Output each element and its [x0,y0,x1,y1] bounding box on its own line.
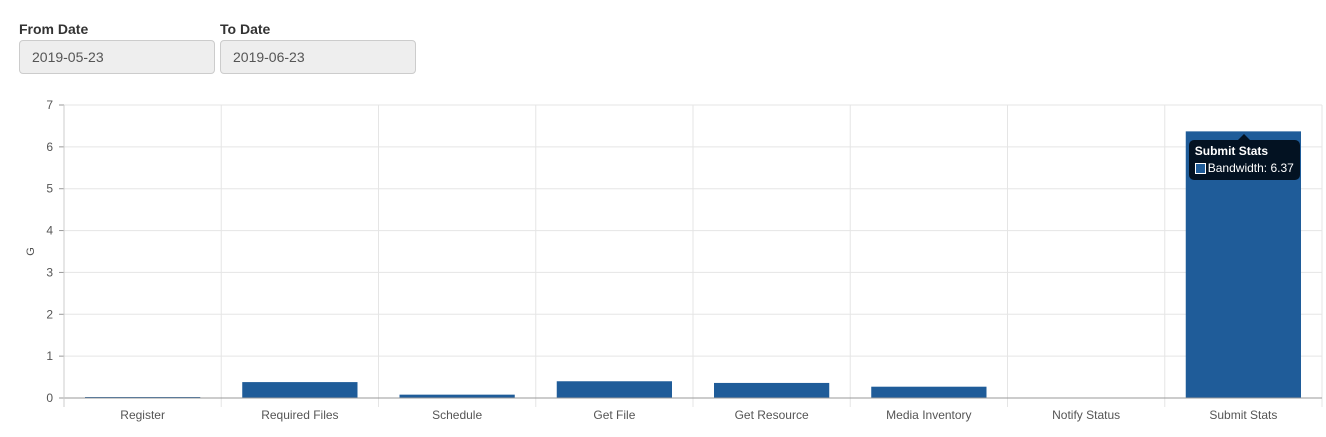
to-date-label: To Date [220,21,271,37]
from-date-field: From Date 2019-05-23 [19,21,215,74]
y-tick-label: 2 [46,307,53,321]
chart-canvas: 0 1 2 3 4 5 6 7 Register Required Files Schedule Ge… [25,98,1323,422]
tooltip-value: Bandwidth: 6.37 [1207,161,1294,176]
y-tick-label: 1 [46,349,53,363]
y-tick-label: 6 [46,140,53,154]
y-tick-label: 4 [46,224,53,238]
to-date-input[interactable]: 2019-06-23 [220,40,416,74]
date-filters: From Date 2019-05-23 To Date 2019-06-23 [19,21,416,74]
bar-media-inventory [871,386,987,398]
x-tick-label: Submit Stats [1209,408,1277,422]
tooltip-row: Bandwidth: 6.37 [1194,161,1294,176]
x-tick-label: Register [120,408,165,422]
y-tick-label: 5 [46,182,53,196]
x-tick-label: Get Resource [735,408,809,422]
y-tick-label: 3 [46,265,53,279]
bar-required-files [242,382,358,398]
x-tick-label: Get File [593,408,635,422]
x-tick-label: Schedule [432,408,482,422]
x-tick-label: Required Files [261,408,338,422]
y-tick-label: 0 [46,391,53,405]
x-tick-label: Media Inventory [886,408,971,422]
y-tick-label: 7 [46,98,53,112]
from-date-label: From Date [19,21,89,37]
to-date-field: To Date 2019-06-23 [220,21,416,74]
bandwidth-bar-chart: 0 1 2 3 4 5 6 7 Register Required Files Schedule Ge… [0,90,1326,432]
x-tick-label: Notify Status [1052,408,1120,422]
chart-tooltip: Submit Stats Bandwidth: 6.37 [1188,134,1300,181]
tooltip-title: Submit Stats [1194,144,1269,159]
bar-get-file [556,381,672,398]
series-swatch-icon [1194,162,1206,174]
bar-get-resource [714,382,830,398]
y-axis-label: G [25,247,37,256]
from-date-input[interactable]: 2019-05-23 [19,40,215,74]
bar-schedule [399,394,515,398]
